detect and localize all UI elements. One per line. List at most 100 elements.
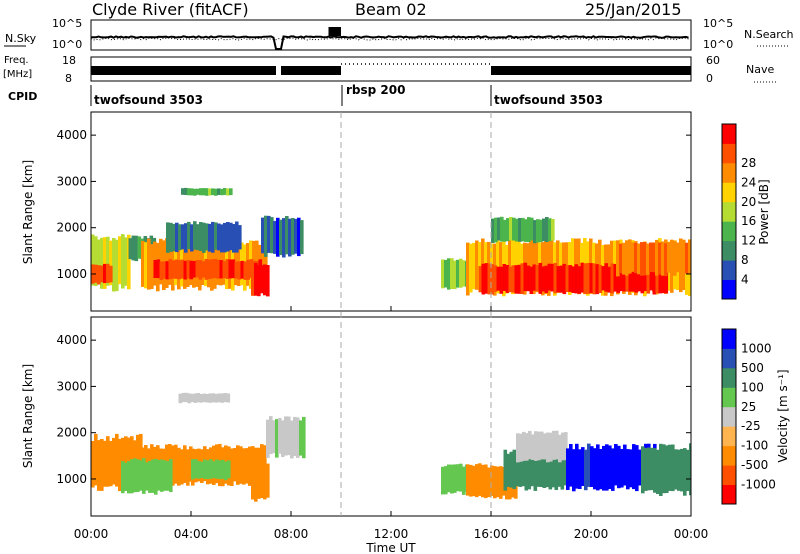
- heatmap-cell: [178, 224, 182, 251]
- heatmap-cell: [484, 263, 489, 294]
- heatmap-cell: [275, 419, 279, 458]
- heatmap-cell: [444, 466, 448, 495]
- heatmap-cell: [527, 448, 532, 490]
- freq-band-segment-3: [491, 66, 691, 75]
- colorbar-swatch: [722, 124, 736, 144]
- heatmap-cell: [293, 416, 297, 457]
- heatmap-cell: [222, 261, 227, 278]
- heatmap-cell: [217, 188, 221, 195]
- heatmap-cell: [472, 465, 476, 497]
- colorbar-tick-label: 8: [741, 253, 749, 267]
- colorbar-tick-label: 4: [741, 273, 749, 287]
- heatmap-cell: [646, 243, 650, 275]
- heatmap-cell: [251, 446, 255, 484]
- heatmap-cell: [637, 243, 641, 275]
- heatmap-cell: [586, 262, 591, 294]
- colorbar-swatch: [722, 465, 736, 485]
- heatmap-cell: [236, 445, 240, 485]
- colorbar-swatch: [722, 445, 736, 466]
- colorbar-swatch: [722, 426, 736, 447]
- heatmap-cell: [214, 393, 219, 403]
- heatmap-cell: [539, 219, 543, 243]
- heatmap-cell: [659, 443, 663, 496]
- heatmap-cell: [124, 237, 128, 286]
- heatmap-cell: [168, 259, 173, 280]
- heatmap-cell: [598, 239, 602, 290]
- heatmap-cell: [134, 235, 139, 262]
- heatmap-cell: [196, 224, 200, 251]
- heatmap-cell: [520, 263, 525, 294]
- heatmap-cell: [548, 452, 553, 490]
- heatmap-cell: [456, 464, 460, 492]
- plot-title: Clyde River (fitACF): [92, 0, 249, 19]
- heatmap-cell: [589, 263, 594, 293]
- heatmap-cell: [562, 263, 567, 295]
- heatmap-cell: [220, 393, 225, 403]
- heatmap-cell: [616, 264, 621, 293]
- y-tick-label: 3000: [56, 174, 87, 188]
- heatmap-cell: [517, 264, 522, 294]
- heatmap-cell: [662, 444, 666, 494]
- heatmap-cell: [508, 266, 513, 293]
- colorbar-tick-label: 20: [741, 195, 756, 209]
- heatmap-cell: [266, 463, 270, 498]
- heatmap-cell: [228, 259, 233, 279]
- heatmap-cell: [260, 444, 264, 482]
- heatmap-cell: [602, 445, 606, 491]
- heatmap-cell: [564, 432, 568, 461]
- heatmap-cell: [137, 236, 142, 259]
- colorbar-swatch: [722, 387, 736, 408]
- heatmap-cell: [175, 222, 179, 253]
- heatmap-cell: [518, 218, 522, 242]
- heatmap-cell: [248, 446, 252, 486]
- colorbar-frame: [721, 123, 737, 300]
- heatmap-cell: [632, 444, 636, 490]
- heatmap-cell: [574, 264, 579, 294]
- heatmap-cell: [202, 393, 207, 403]
- heatmap-cell: [587, 443, 591, 487]
- heatmap-cell: [136, 459, 140, 492]
- heatmap-cell: [278, 418, 282, 454]
- heatmap-cell: [127, 234, 131, 290]
- x-tick-label: 08:00: [274, 527, 309, 541]
- heatmap-cell: [453, 260, 457, 290]
- heatmap-cell: [186, 449, 190, 486]
- heatmap-cell: [679, 242, 683, 273]
- heatmap-cell: [625, 240, 629, 276]
- heatmap-cell: [145, 462, 149, 491]
- colorbar-tick-label: 28: [741, 156, 756, 170]
- heatmap-cell: [194, 459, 198, 479]
- heatmap-cell: [109, 441, 113, 487]
- heatmap-cell: [261, 217, 265, 254]
- colorbar-tick-label: 12: [741, 234, 756, 248]
- velocity-y-ticks: 1000 2000 3000 4000: [56, 333, 691, 486]
- heatmap-cell: [142, 458, 146, 494]
- heatmap-cell: [231, 259, 236, 279]
- heatmap-cell: [577, 266, 582, 294]
- heatmap-cell: [487, 263, 492, 295]
- heatmap-cell: [661, 263, 666, 294]
- heatmap-cell: [664, 266, 669, 294]
- heatmap-cell: [584, 449, 588, 491]
- heatmap-cell: [139, 460, 143, 491]
- heatmap-cell: [177, 447, 181, 486]
- heatmap-cell: [664, 243, 668, 277]
- heatmap-cell: [500, 216, 504, 242]
- heatmap-cell: [273, 220, 277, 254]
- heatmap-cell: [682, 239, 686, 273]
- heatmap-cell: [539, 449, 544, 487]
- heatmap-cell: [171, 260, 176, 279]
- heatmap-cell: [542, 218, 546, 242]
- heatmap-cell: [459, 463, 463, 492]
- heatmap-cell: [270, 217, 274, 254]
- heatmap-cell: [506, 453, 511, 487]
- heatmap-cell: [592, 263, 597, 295]
- heatmap-cell: [254, 466, 258, 502]
- heatmap-cell: [276, 217, 280, 257]
- heatmap-cell: [683, 448, 687, 496]
- colorbar-tick-label: -100: [741, 439, 768, 453]
- noise-sky-line: [91, 35, 689, 50]
- heatmap-cell: [124, 462, 128, 491]
